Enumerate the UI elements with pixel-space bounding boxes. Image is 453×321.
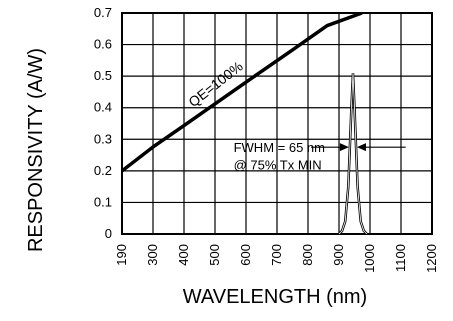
plot-frame	[121, 12, 433, 235]
y-tick-label: 0.6	[94, 37, 112, 52]
x-tick-label: 190	[114, 244, 129, 266]
y-tick-label: 0.4	[94, 100, 112, 115]
y-tick-label: 0	[105, 226, 112, 241]
filter-peak-curve	[338, 72, 368, 235]
y-tick-label: 0.3	[94, 131, 112, 146]
x-tick-label: 1100	[393, 244, 408, 272]
y-tick-label: 0.1	[94, 194, 112, 209]
x-tick-label: 700	[269, 244, 284, 266]
y-ticks: 0 0.1 0.2 0.3 0.4 0.5 0.6 0.7	[94, 5, 112, 241]
series-layer	[122, 13, 368, 235]
x-tick-label: 1200	[424, 244, 439, 273]
x-tick-label: 1000	[362, 244, 377, 273]
grid-lines	[121, 12, 433, 235]
x-tick-label: 600	[238, 244, 253, 266]
x-tick-label: 800	[300, 244, 315, 266]
x-tick-label: 900	[331, 244, 346, 266]
filter-peak-curve-inner	[338, 72, 368, 235]
x-ticks: 190 300 400 500 600 700 800 900 1000 1100 1200	[114, 244, 439, 273]
x-tick-label: 400	[176, 244, 191, 266]
y-tick-label: 0.5	[94, 68, 112, 83]
y-tick-label: 0.7	[94, 5, 112, 20]
x-tick-label: 500	[207, 244, 222, 266]
fwhm-annotation: FWHM = 65 nm	[234, 140, 325, 155]
x-tick-label: 300	[145, 244, 160, 266]
fwhm-arrowhead-right	[356, 143, 366, 152]
y-axis-label: RESPONSIVITY (A/W)	[25, 48, 47, 252]
x-axis-label: WAVELENGTH (nm)	[183, 286, 367, 308]
annotations: QE=100% FWHM = 65 nm @ 75% Tx MIN	[185, 58, 406, 172]
fwhm-arrowhead-left	[339, 143, 349, 152]
y-tick-label: 0.2	[94, 163, 112, 178]
qe-100-line	[122, 13, 363, 173]
tx-min-annotation: @ 75% Tx MIN	[234, 157, 322, 172]
